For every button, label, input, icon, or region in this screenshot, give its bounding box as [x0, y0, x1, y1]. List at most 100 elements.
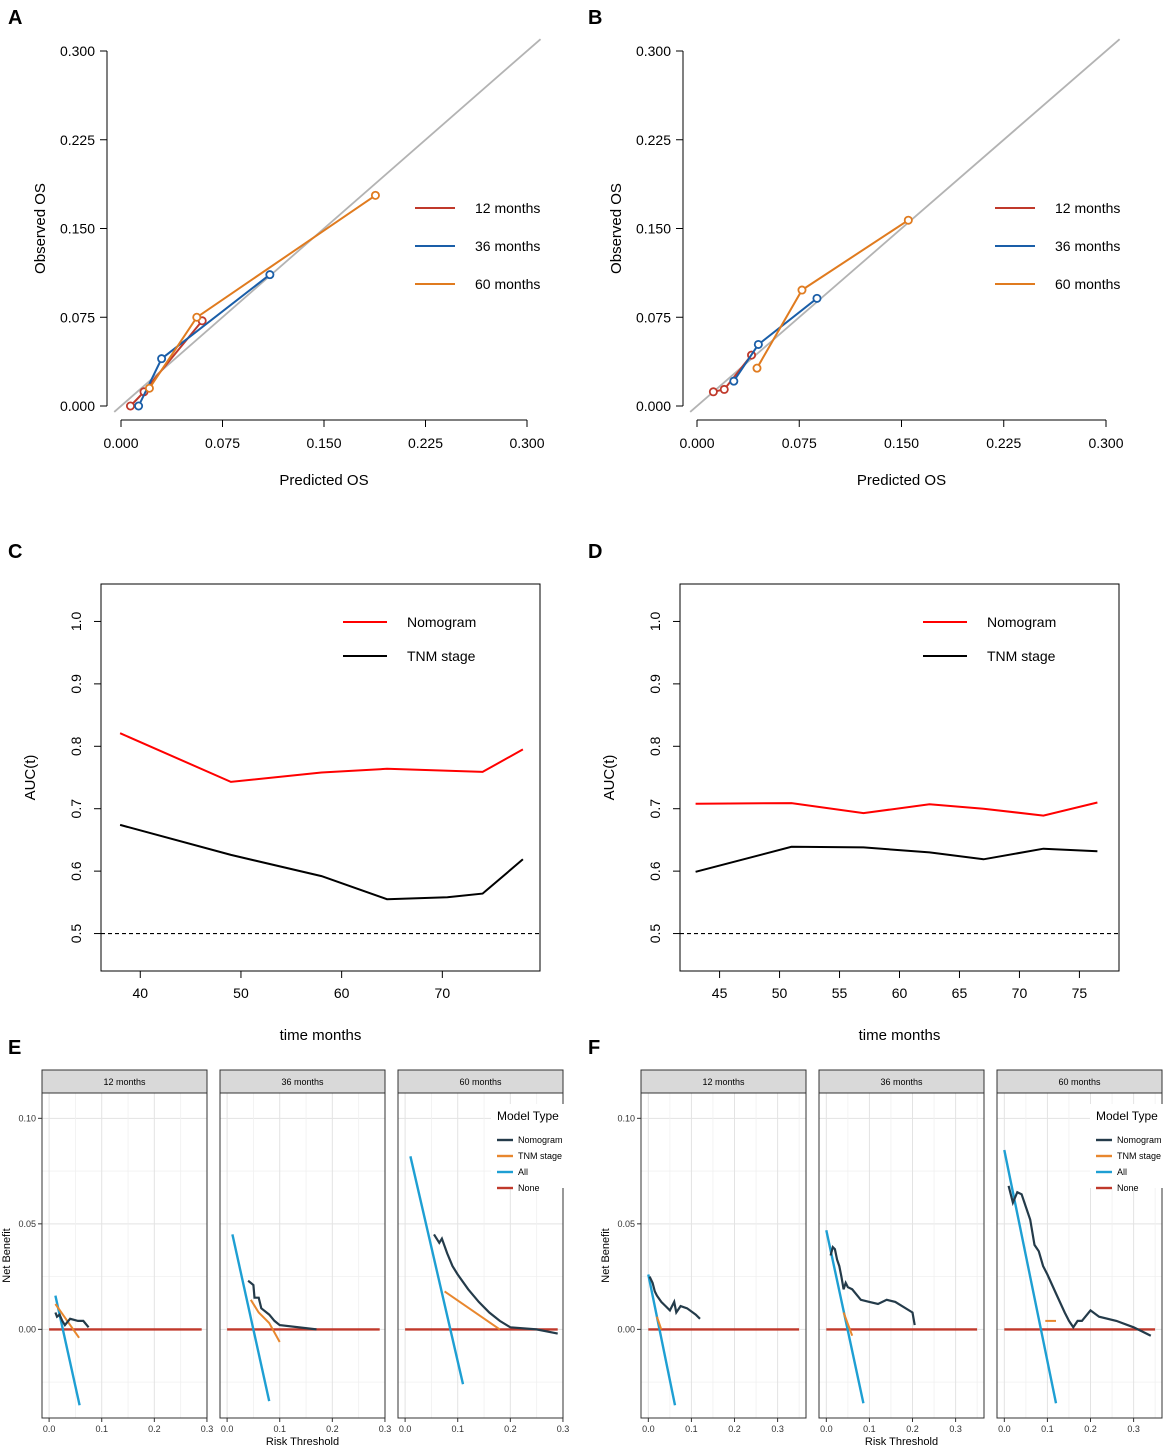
x-axis-title: Risk Threshold: [865, 1436, 938, 1445]
data-point-m36: [157, 354, 167, 364]
y-tick-label: 0.075: [636, 309, 671, 325]
x-tick-label: 0.300: [1088, 435, 1123, 451]
y-tick-label: 1.0: [647, 612, 663, 632]
x-tick-label: 45: [712, 985, 728, 1001]
legend-label-dca_all: All: [518, 1167, 528, 1177]
y-tick-label: 0.6: [647, 861, 663, 881]
x-tick-label: 0.3: [1127, 1424, 1140, 1434]
x-tick-label: 0.2: [1084, 1424, 1097, 1434]
panel-label-a: A: [8, 7, 22, 29]
y-tick-label: 0.10: [18, 1113, 36, 1123]
y-axis-title: AUC(t): [22, 755, 39, 801]
legend-background: [1090, 1104, 1170, 1188]
y-tick-label: 0.5: [647, 924, 663, 944]
diagonal-reference-line: [113, 38, 542, 413]
x-tick-label: 0.0: [998, 1424, 1011, 1434]
legend-label-dca_nomogram: Nomogram: [1117, 1135, 1162, 1145]
x-tick-label: 60: [892, 985, 908, 1001]
data-point-m60: [144, 383, 154, 393]
facet-background: [819, 1093, 984, 1418]
x-tick-label: 0.225: [408, 435, 443, 451]
auc-plot-c: 40 50 60 70 0.5 0.6 0.7 0.8 0.9 1.0 time months AUC…: [22, 583, 541, 1044]
x-tick-label: 0.000: [679, 435, 714, 451]
y-tick-label: 0.150: [60, 221, 95, 237]
calibration-plot-a: 0.000 0.000 0.075 0.075 0.150 0.150 0.225 0.225…: [32, 38, 545, 489]
x-tick-label: 0.0: [221, 1424, 234, 1434]
auc-plot-d: 45 50 55 60 65 70 75 0.5 0.6 0.7 0.8 0.9 1.0 time mon…: [601, 583, 1120, 1044]
x-axis-title: time months: [280, 1027, 362, 1044]
x-tick-label: 50: [233, 985, 249, 1001]
facet-border: [996, 1092, 1163, 1419]
x-tick-label: 0.0: [642, 1424, 655, 1434]
x-tick-label: 0.1: [1041, 1424, 1054, 1434]
data-point-m60: [370, 190, 380, 200]
y-tick-label: 0.10: [617, 1113, 635, 1123]
x-tick-label: 0.3: [771, 1424, 784, 1434]
legend-label-tnm_auc: TNM stage: [407, 648, 476, 664]
panel-label-e: E: [8, 1037, 21, 1059]
series-line-tnm_auc: [695, 845, 1098, 873]
series-line-m36: [732, 297, 818, 382]
x-tick-label: 0.0: [43, 1424, 56, 1434]
x-axis-title: Predicted OS: [857, 472, 946, 489]
y-tick-label: 0.225: [60, 132, 95, 148]
dca-line-nomogram: [247, 1279, 317, 1331]
facet-strip-label: 12 months: [702, 1077, 745, 1087]
facet-border: [640, 1092, 807, 1419]
panel-label-b: B: [588, 7, 602, 29]
facet-border: [41, 1092, 208, 1419]
legend-label-m12: 12 months: [1055, 200, 1120, 216]
dca-plot-f: 0.10 0.05 0.00 Net Benefit 12 months 0.0 0.1 0.…: [600, 1069, 1170, 1445]
y-axis-title: Observed OS: [608, 183, 625, 274]
facet-60-months: 60 months 0.0 0.1 0.2 0.3: [397, 1069, 569, 1434]
dca-line-nomogram: [1007, 1185, 1152, 1337]
legend-label-m36: 36 months: [1055, 238, 1120, 254]
facet-border: [818, 1092, 985, 1419]
legend-label-dca_nomogram: Nomogram: [518, 1135, 563, 1145]
data-point-m36: [753, 339, 763, 349]
x-tick-label: 0.075: [205, 435, 240, 451]
x-tick-label: 60: [334, 985, 350, 1001]
dca-line-tnm-stage: [655, 1316, 663, 1330]
y-tick-label: 0.00: [617, 1324, 635, 1334]
x-tick-label: 65: [952, 985, 968, 1001]
facet-border: [219, 1092, 386, 1419]
x-tick-label: 75: [1072, 985, 1088, 1001]
x-tick-label: 0.3: [379, 1424, 392, 1434]
plot-frame: [100, 583, 541, 972]
y-tick-label: 0.6: [68, 861, 84, 881]
x-tick-label: 0.1: [95, 1424, 108, 1434]
legend-title: Model Type: [1096, 1109, 1158, 1123]
facet-border: [397, 1092, 564, 1419]
y-axis-title: Observed OS: [32, 183, 49, 274]
x-tick-label: 0.2: [504, 1424, 517, 1434]
x-tick-label: 0.300: [509, 435, 544, 451]
legend-label-nomogram_auc: Nomogram: [987, 614, 1056, 630]
legend-label-m60: 60 months: [1055, 276, 1120, 292]
data-point-m60: [797, 285, 807, 295]
data-point-m36: [729, 376, 739, 386]
x-tick-label: 70: [1012, 985, 1028, 1001]
dca-line-nomogram: [54, 1312, 90, 1329]
y-tick-label: 0.9: [647, 674, 663, 694]
facet-strip-label: 36 months: [880, 1077, 923, 1087]
data-point-m12: [125, 401, 135, 411]
series-line-tnm_auc: [119, 823, 524, 901]
x-tick-label: 0.225: [986, 435, 1021, 451]
x-tick-label: 0.2: [148, 1424, 161, 1434]
x-tick-label: 0.075: [782, 435, 817, 451]
series-line-m36: [137, 273, 271, 407]
data-point-m36: [812, 293, 822, 303]
x-tick-label: 0.2: [728, 1424, 741, 1434]
legend-label-dca_none: None: [518, 1183, 540, 1193]
panel-label-f: F: [588, 1037, 600, 1059]
dca-line-nomogram: [648, 1276, 701, 1320]
x-tick-label: 0.1: [863, 1424, 876, 1434]
y-axis-title: Net Benefit: [1, 1228, 13, 1282]
series-line-m60: [148, 194, 376, 389]
y-tick-label: 0.150: [636, 221, 671, 237]
y-tick-label: 0.300: [636, 43, 671, 59]
facet-background: [220, 1093, 385, 1418]
y-axis-title: Net Benefit: [600, 1228, 612, 1282]
legend-background: [491, 1104, 571, 1188]
